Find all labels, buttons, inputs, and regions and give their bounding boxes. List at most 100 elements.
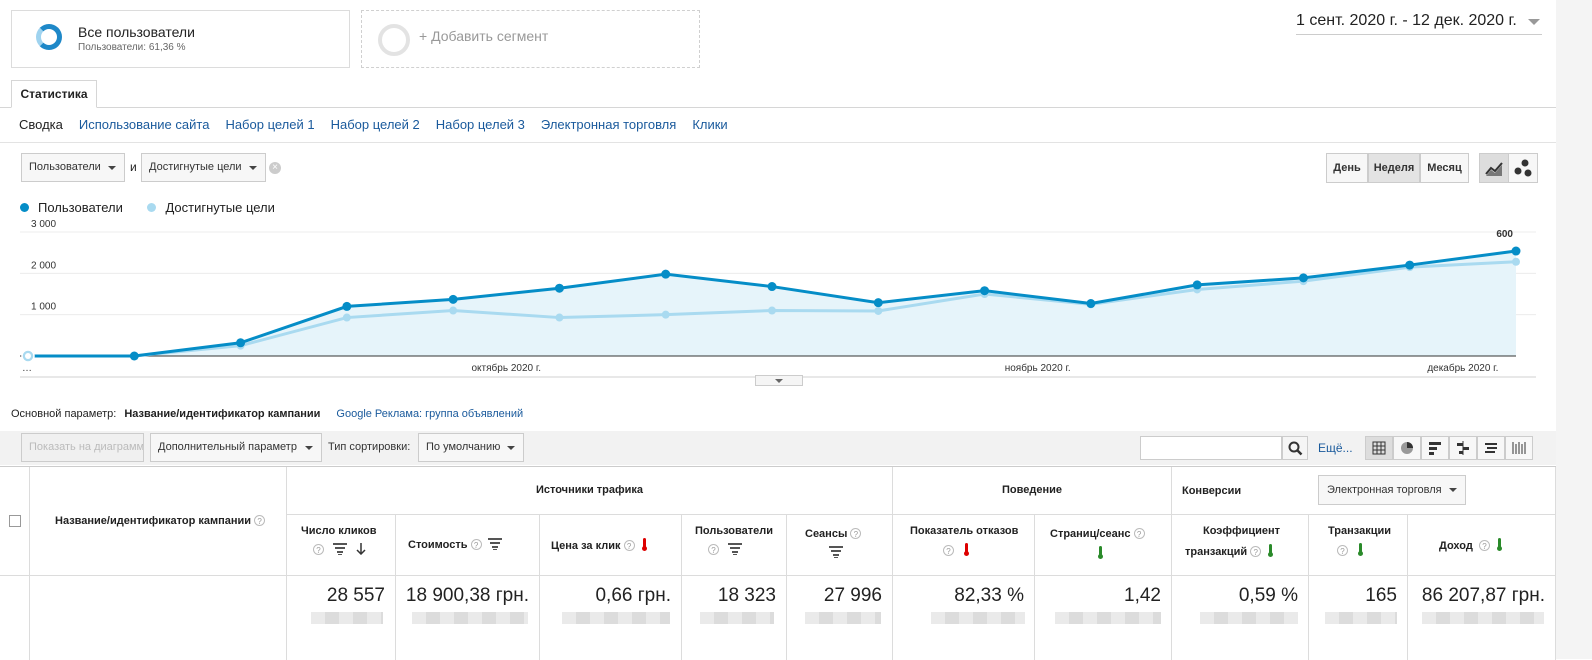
pie-view-button[interactable] (1393, 436, 1421, 460)
col-users-label: Пользователи (695, 525, 774, 537)
col-users[interactable]: Пользователи ? (682, 515, 787, 576)
segment-subtitle: Пользователи: 61,36 % (78, 42, 186, 53)
help-icon[interactable]: ? (1133, 528, 1145, 539)
grid-icon (1372, 441, 1386, 455)
secondary-dimension-select[interactable]: Дополнительный параметр (150, 433, 322, 462)
tab-statistics[interactable]: Статистика (11, 80, 97, 108)
group-acquisition: Источники трафика (287, 467, 893, 515)
select-all-cell (0, 467, 30, 576)
motion-chart-view-button[interactable] (1508, 153, 1538, 183)
sort-type-select[interactable]: По умолчанию (418, 433, 524, 462)
help-icon[interactable]: ? (313, 544, 324, 555)
help-icon[interactable]: ? (1337, 545, 1348, 556)
total-conversion-rate-cell: 0,59 % (1172, 576, 1309, 660)
redacted (1422, 612, 1544, 624)
series-users-point (129, 351, 139, 361)
col-cost-text: Стоимость ? (408, 538, 502, 551)
col-transactions[interactable]: Транзакции ? (1309, 515, 1408, 576)
total-users: 18 323 (717, 585, 776, 606)
chevron-down-icon (108, 166, 116, 170)
col-pages-per-session[interactable]: Страниц/сеанс ? (1035, 515, 1172, 576)
series-users-point (767, 282, 777, 292)
redacted (700, 612, 774, 624)
segment-all-users[interactable]: Все пользователи Пользователи: 61,36 % (11, 10, 350, 68)
remove-metric-icon[interactable]: × (269, 162, 281, 174)
help-icon[interactable]: ? (1478, 540, 1490, 551)
col-sessions-text: Сеансы ? (805, 528, 862, 540)
legend-item-users: Пользователи (20, 200, 123, 215)
columns-icon (1512, 442, 1526, 454)
metric-1-select[interactable]: Пользователи (21, 153, 125, 182)
subnav-goal-set-3[interactable]: Набор целей 3 (435, 117, 525, 132)
legend-item-goals: Достигнутые цели (147, 200, 275, 215)
subnav-goal-set-2[interactable]: Набор целей 2 (330, 117, 420, 132)
dimension-header[interactable]: Название/идентификатор кампании ? (30, 467, 287, 576)
col-transactions-label: Транзакции (1328, 525, 1392, 537)
group-conversions: Конверсии (1172, 467, 1556, 515)
col-sessions[interactable]: Сеансы ? (787, 515, 893, 576)
col-cost[interactable]: Стоимость ? (396, 515, 540, 576)
chevron-down-icon (507, 446, 515, 450)
help-icon[interactable]: ? (850, 528, 862, 539)
table-view-button[interactable] (1365, 436, 1393, 460)
segment-ring-icon (378, 24, 410, 56)
subnav-site-usage[interactable]: Использование сайта (78, 117, 210, 132)
help-icon[interactable]: ? (708, 544, 719, 555)
col-clicks[interactable]: Число кликов ? (287, 515, 396, 576)
series-users-point (1086, 299, 1096, 309)
subnav-ecommerce[interactable]: Электронная торговля (540, 117, 677, 132)
primary-dimension-ads-group[interactable]: Google Реклама: группа объявлений (336, 408, 524, 420)
pivot-icon (1485, 443, 1497, 453)
line-chart-icon (1485, 162, 1503, 176)
term-cloud-view-button[interactable] (1477, 436, 1505, 460)
y-left-tick-label: 3 000 (31, 220, 56, 230)
total-sessions-cell: 27 996 (787, 576, 893, 660)
add-segment-button[interactable]: + Добавить сегмент (361, 10, 700, 68)
plot-rows-button[interactable]: Показать на диаграмме (21, 433, 144, 462)
totals-dimension-cell (30, 576, 287, 660)
sort-type-label: Тип сортировки: (328, 441, 411, 453)
y-right-tick-label: 600 (1496, 229, 1513, 240)
chart-expand-handle[interactable] (755, 375, 803, 386)
granularity-day-button[interactable]: День (1326, 153, 1368, 183)
redacted (1200, 612, 1298, 624)
col-cpc[interactable]: Цена за клик ? (540, 515, 682, 576)
redacted (1325, 612, 1397, 624)
col-pages-per-session-icons (1097, 546, 1103, 560)
help-icon[interactable]: ? (623, 540, 635, 551)
table-search-input[interactable] (1140, 436, 1282, 460)
granularity-month-button[interactable]: Месяц (1420, 153, 1469, 183)
more-options-link[interactable]: Ещё... (1318, 441, 1353, 455)
series-goals-point (1512, 257, 1520, 266)
total-clicks-cell: 28 557 (287, 576, 396, 660)
line-chart-view-button[interactable] (1479, 153, 1509, 183)
col-revenue[interactable]: Доход ? (1408, 515, 1556, 576)
pivot-view-button[interactable] (1505, 436, 1533, 460)
totals-check-cell (0, 576, 30, 660)
bubble-chart-icon (1514, 159, 1532, 177)
subnav-summary[interactable]: Сводка (19, 117, 63, 132)
metric-2-select[interactable]: Достигнутые цели (141, 153, 266, 182)
select-all-checkbox[interactable] (9, 515, 21, 527)
help-icon[interactable]: ? (470, 539, 482, 550)
date-range-picker[interactable]: 1 сент. 2020 г. - 12 дек. 2020 г. (1296, 12, 1542, 35)
comparison-view-button[interactable] (1449, 436, 1477, 460)
total-transactions-cell: 165 (1309, 576, 1408, 660)
page-scrollbar[interactable] (1556, 0, 1592, 659)
col-bounce-rate[interactable]: Показатель отказов ? (893, 515, 1035, 576)
help-icon[interactable]: ? (1250, 546, 1262, 557)
arrow-down-icon (356, 543, 366, 556)
subnav-goal-set-1[interactable]: Набор целей 1 (225, 117, 315, 132)
help-icon[interactable]: ? (943, 545, 954, 556)
secondary-dimension-label: Дополнительный параметр (158, 441, 297, 453)
granularity-week-button[interactable]: Неделя (1368, 153, 1420, 183)
table-search-button[interactable] (1282, 436, 1308, 460)
col-conversion-rate[interactable]: Коэффициент транзакций ? (1172, 515, 1309, 576)
conversion-type-select[interactable]: Электронная торговля (1318, 475, 1466, 505)
bar-view-button[interactable] (1421, 436, 1449, 460)
dimension-header-label: Название/идентификатор кампании (55, 515, 252, 527)
legend-dot (20, 203, 29, 212)
subnav-clicks[interactable]: Клики (692, 117, 728, 132)
help-icon[interactable]: ? (254, 515, 266, 526)
